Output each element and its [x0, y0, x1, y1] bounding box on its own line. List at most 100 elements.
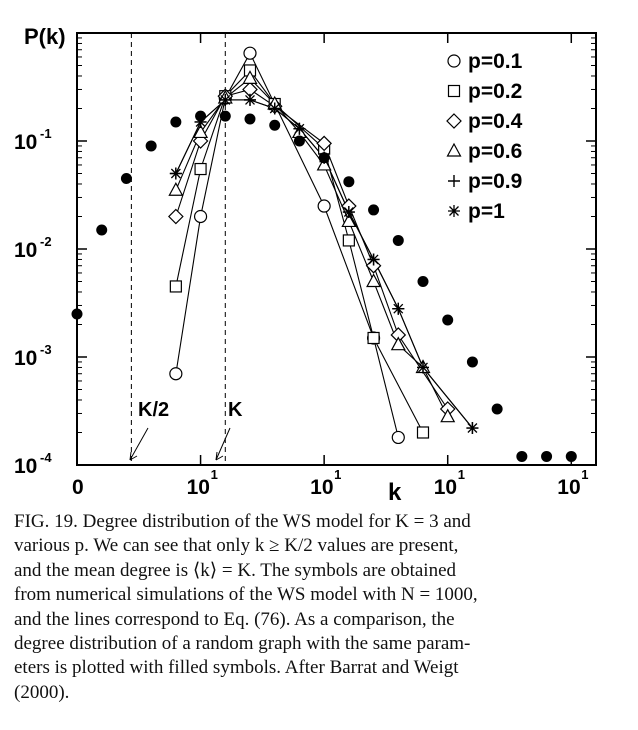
data-point-p-1 [293, 122, 306, 135]
data-point-p-0-1 [317, 199, 331, 213]
figure-caption: FIG. 19. Degree distribution of the WS m… [14, 510, 626, 705]
y-axis-label: P(k) [24, 24, 66, 49]
series-line-p-0-6 [175, 77, 449, 417]
data-point-random-graph [491, 403, 503, 415]
x-tick-exponent: 1 [211, 467, 218, 482]
x-tick-exponent: 1 [334, 467, 341, 482]
x-tick-label: 10 [310, 476, 333, 499]
y-tick-label: 10 [14, 347, 37, 370]
data-point-random-graph [244, 113, 256, 125]
data-point-random-graph [219, 110, 231, 122]
y-tick-exponent: -4 [40, 450, 52, 465]
y-tick-label: 10 [14, 455, 37, 478]
y-tick-exponent: -3 [40, 342, 52, 357]
data-point-random-graph [541, 450, 553, 462]
caption-line-3: and the mean degree is ⟨k⟩ = K. The symb… [14, 559, 457, 581]
data-point-random-graph [269, 119, 281, 131]
y-tick-exponent: -2 [40, 234, 52, 249]
x-tick-label: 0 [72, 476, 84, 499]
legend-label: p=0.9 [468, 170, 522, 193]
figure-label: FIG. 19. [14, 511, 78, 532]
data-point-p-1 [392, 302, 405, 315]
data-point-p-0-1 [193, 209, 208, 224]
data-point-p-0-6 [193, 124, 209, 139]
legend-marker [447, 54, 461, 68]
legend-label: p=1 [468, 200, 505, 223]
x-tick-exponent: 1 [581, 467, 588, 482]
data-point-random-graph [368, 204, 380, 216]
reference-label-k: K [228, 399, 243, 421]
data-point-p-0-1 [169, 367, 183, 381]
caption-line-2: various p. We can see that only k ≥ K/2 … [14, 535, 459, 557]
x-axis-label: k [388, 479, 402, 505]
data-point-p-0-2 [416, 426, 430, 439]
y-tick-exponent: -1 [40, 126, 52, 141]
data-point-p-0-6 [390, 336, 406, 351]
data-point-random-graph [170, 116, 182, 128]
data-point-random-graph [71, 308, 83, 320]
data-point-random-graph [466, 356, 478, 368]
data-point-random-graph [318, 152, 330, 164]
data-point-p-0-6 [366, 273, 382, 288]
x-tick-label: 10 [557, 476, 580, 499]
reference-arrow [215, 427, 231, 461]
data-point-p-0-6 [316, 156, 332, 171]
data-point-p-1 [367, 253, 380, 266]
legend-marker [448, 205, 460, 217]
data-point-p-0-6 [440, 408, 456, 423]
legend-label: p=0.2 [468, 80, 522, 103]
data-point-p-0-2 [194, 162, 207, 176]
data-point-random-graph [442, 314, 454, 326]
data-point-p-1 [194, 115, 207, 128]
x-tick-label: 10 [187, 476, 210, 499]
caption-line-6: degree distribution of a random graph wi… [14, 633, 471, 655]
y-tick-label: 10 [14, 131, 37, 154]
legend-marker [446, 142, 462, 157]
data-point-p-0-4 [316, 135, 332, 152]
data-point-p-0-6 [242, 70, 258, 84]
data-point-random-graph [343, 176, 355, 188]
reference-label-k-half: K/2 [138, 399, 169, 421]
data-point-random-graph [516, 450, 528, 462]
reference-arrow [129, 427, 149, 461]
data-point-random-graph [145, 140, 157, 152]
legend-label: p=0.6 [468, 140, 522, 163]
data-point-p-0-1 [243, 46, 257, 60]
data-point-p-1 [466, 422, 479, 435]
data-point-p-1 [342, 206, 355, 219]
caption-line-7: eters is plotted with filled symbols. Af… [14, 657, 459, 679]
caption-line-1: Degree distribution of the WS model for … [77, 511, 471, 532]
reference-arrowhead [215, 451, 224, 461]
legend-marker [447, 84, 461, 98]
data-point-random-graph [293, 135, 305, 147]
caption-line-5: and the lines correspond to Eq. (76). As… [14, 608, 455, 630]
data-point-random-graph [120, 172, 132, 184]
data-point-p-0-2 [342, 234, 355, 247]
data-point-p-0-4 [168, 208, 184, 225]
data-point-p-1 [169, 167, 182, 180]
caption-line-4: from numerical simulations of the WS mod… [14, 584, 478, 606]
data-point-p-1 [417, 361, 429, 374]
data-point-p-0-6 [168, 181, 184, 196]
data-point-random-graph [392, 234, 404, 246]
reference-arrowhead [129, 451, 138, 461]
caption-line-8: (2000). [14, 681, 70, 703]
data-point-p-0-6 [341, 213, 357, 228]
x-tick-exponent: 1 [458, 467, 465, 482]
legend-marker [446, 113, 462, 129]
legend-marker [448, 175, 460, 187]
data-point-random-graph [96, 224, 108, 236]
data-point-p-0-1 [391, 430, 405, 445]
legend-label: p=0.1 [468, 50, 523, 73]
legend-label: p=0.4 [468, 110, 523, 133]
data-point-p-1 [244, 93, 256, 106]
data-point-random-graph [195, 110, 207, 122]
data-point-p-0-2 [169, 280, 182, 293]
data-point-p-1 [268, 102, 281, 115]
data-point-random-graph [417, 276, 429, 288]
data-point-p-0-2 [367, 331, 380, 345]
x-tick-label: 10 [434, 476, 457, 499]
data-point-p-1 [219, 93, 232, 106]
y-tick-label: 10 [14, 239, 37, 262]
